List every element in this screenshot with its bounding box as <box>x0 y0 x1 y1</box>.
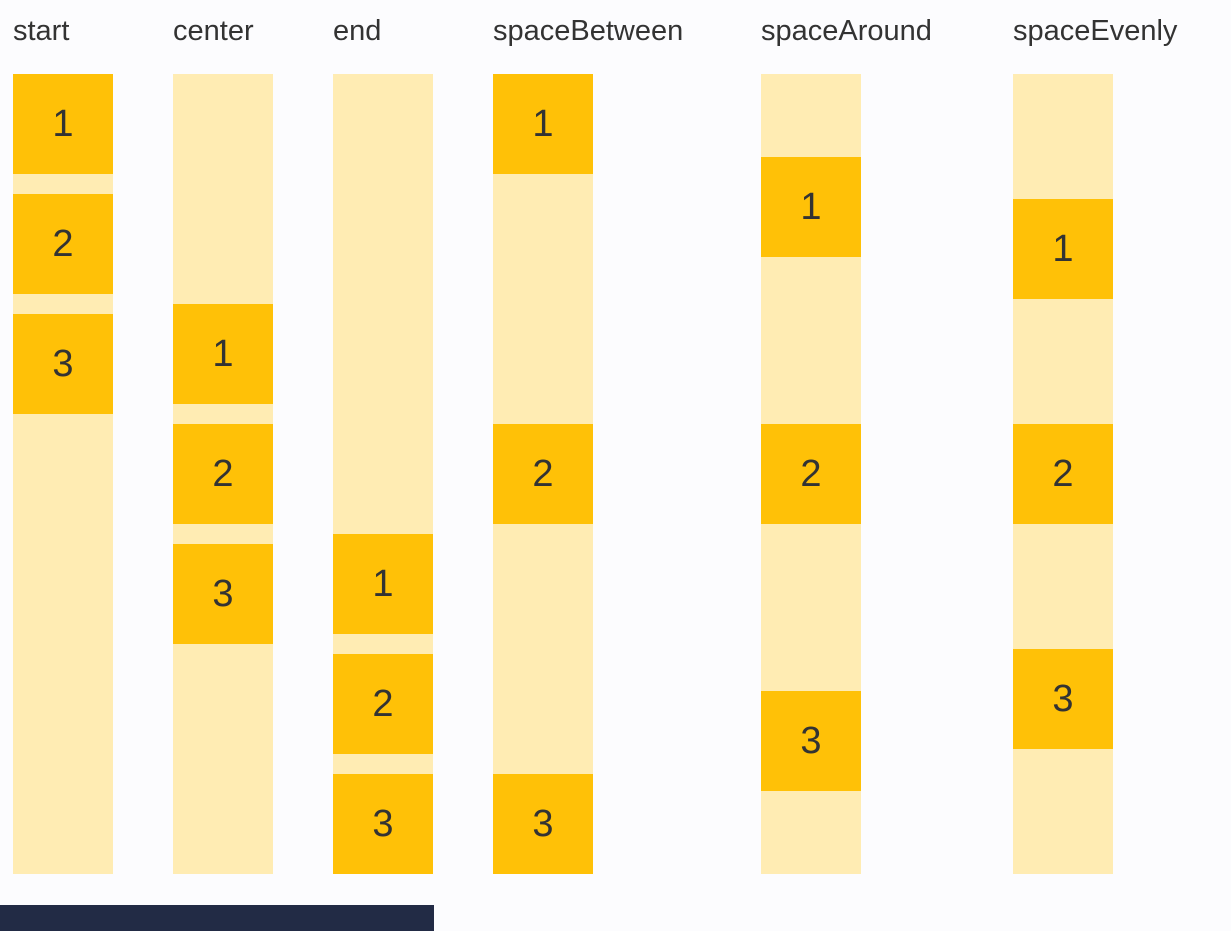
column-label: center <box>173 15 254 47</box>
flex-item: 1 <box>761 157 861 257</box>
flex-item: 1 <box>493 74 593 174</box>
flex-item: 1 <box>1013 199 1113 299</box>
flex-item-number: 1 <box>212 333 234 375</box>
flex-item-number: 1 <box>532 103 554 145</box>
flex-item-number: 2 <box>532 453 554 495</box>
column-label: spaceBetween <box>493 15 684 47</box>
flex-item-number: 3 <box>372 803 394 845</box>
column-label: end <box>333 15 382 47</box>
column-label: spaceAround <box>761 15 932 47</box>
flex-item: 3 <box>761 691 861 791</box>
flex-item: 1 <box>13 74 113 174</box>
bottom-dark-panel <box>0 905 434 931</box>
flex-item: 2 <box>333 654 433 754</box>
flex-item: 2 <box>761 424 861 524</box>
flex-column-container: 1 2 3 <box>761 74 861 874</box>
flex-item-number: 1 <box>800 186 822 228</box>
flex-item-number: 2 <box>52 223 74 265</box>
flex-item: 1 <box>173 304 273 404</box>
flex-column-container: 1 2 3 <box>1013 74 1113 874</box>
flex-item: 2 <box>493 424 593 524</box>
flex-item-number: 1 <box>52 103 74 145</box>
column-label: start <box>13 15 70 47</box>
flex-item: 3 <box>333 774 433 874</box>
flex-item: 2 <box>1013 424 1113 524</box>
flex-item: 3 <box>493 774 593 874</box>
flex-column-container: 1 2 3 <box>493 74 593 874</box>
flex-item-number: 3 <box>52 343 74 385</box>
flex-item-number: 3 <box>800 720 822 762</box>
flex-item: 3 <box>1013 649 1113 749</box>
flex-item-number: 3 <box>212 573 234 615</box>
flex-column-container: 1 2 3 <box>173 74 273 874</box>
flex-item: 2 <box>173 424 273 524</box>
flex-item-number: 3 <box>532 803 554 845</box>
flex-item-number: 2 <box>1052 453 1074 495</box>
flex-item-number: 3 <box>1052 678 1074 720</box>
flex-item-number: 1 <box>1052 228 1074 270</box>
flex-item-number: 2 <box>372 683 394 725</box>
flex-item: 3 <box>173 544 273 644</box>
flex-item: 2 <box>13 194 113 294</box>
column-label: spaceEvenly <box>1013 15 1178 47</box>
flex-column-container: 1 2 3 <box>333 74 433 874</box>
flex-item: 1 <box>333 534 433 634</box>
flex-item-number: 2 <box>212 453 234 495</box>
flex-column-container: 1 2 3 <box>13 74 113 874</box>
flex-item: 3 <box>13 314 113 414</box>
flex-item-number: 2 <box>800 453 822 495</box>
flex-item-number: 1 <box>372 563 394 605</box>
